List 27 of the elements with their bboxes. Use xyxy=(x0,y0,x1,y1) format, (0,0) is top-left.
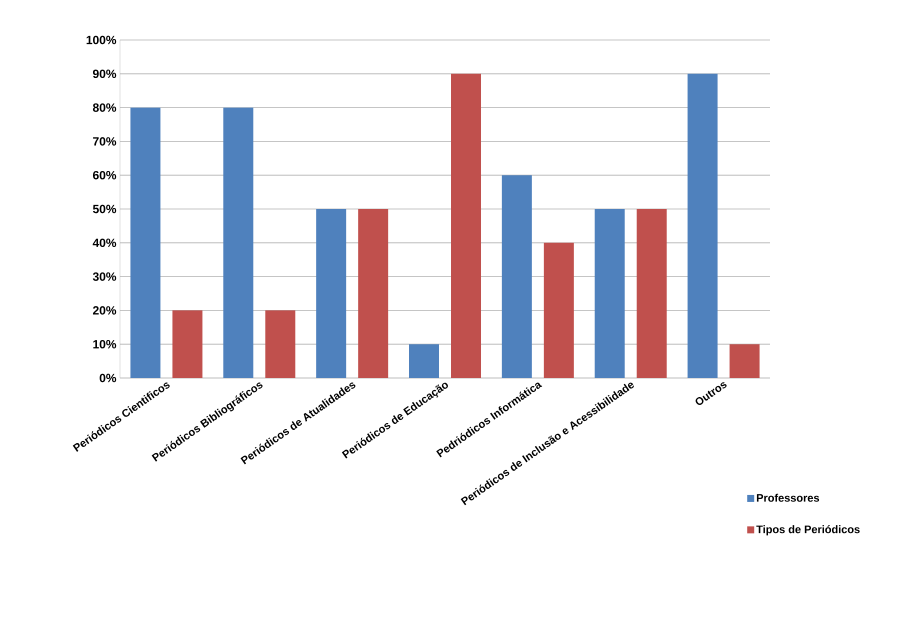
bar xyxy=(502,175,532,378)
bar xyxy=(223,108,254,378)
bar xyxy=(636,208,667,378)
y-tick-label: 50% xyxy=(92,204,116,214)
bar xyxy=(409,344,440,378)
y-tick-label: 80% xyxy=(92,103,116,112)
y-tick-label: 100% xyxy=(86,36,116,44)
legend-label: Professores xyxy=(756,494,820,502)
legend-label: Tipos de Periódicos xyxy=(756,525,860,536)
y-tick-label: 40% xyxy=(92,238,116,248)
bar xyxy=(265,310,296,378)
y-tick-label: 30% xyxy=(92,272,116,281)
bar xyxy=(172,310,202,378)
y-tick-label: 70% xyxy=(93,137,116,146)
bar xyxy=(688,74,718,378)
y-tick-label: 60% xyxy=(92,170,116,180)
bar xyxy=(358,208,388,378)
bar xyxy=(451,74,482,378)
y-tick-label: 90% xyxy=(92,70,116,78)
bar xyxy=(544,242,574,378)
bar xyxy=(594,208,625,378)
y-tick-label: 0% xyxy=(100,374,116,382)
bar xyxy=(316,208,346,378)
y-tick-label: 10% xyxy=(93,340,116,348)
bar xyxy=(130,108,160,378)
bar xyxy=(730,344,760,378)
y-tick-label: 20% xyxy=(92,306,116,315)
